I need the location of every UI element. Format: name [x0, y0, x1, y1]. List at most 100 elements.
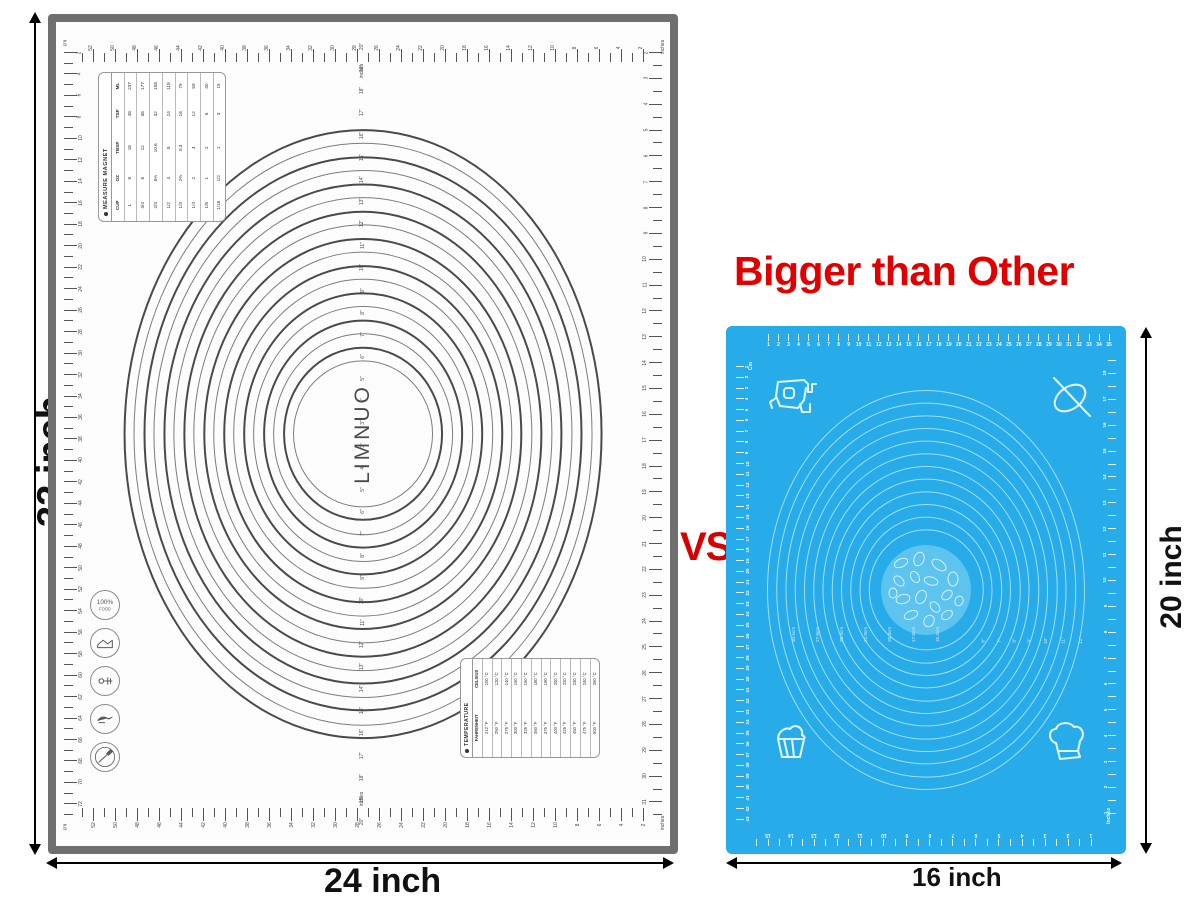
ruler-tick — [1108, 385, 1116, 387]
ruler-tick: 8 — [644, 206, 662, 209]
ruler-tick — [148, 808, 149, 817]
ruler-tick: 14 — [642, 360, 662, 365]
ruler-tick — [653, 400, 662, 402]
ruler-tick: 3 — [1044, 832, 1047, 846]
rolling-pin-icon — [1046, 372, 1098, 429]
ruler-tick-label: 6 — [743, 419, 749, 422]
ruler-tick: 8 — [64, 116, 82, 118]
ruler-tick-label: 8 — [76, 115, 83, 119]
ruler-tick: 15 — [736, 515, 750, 520]
ruler-tick-label: 40 — [77, 457, 84, 464]
table-cell: 1 — [213, 128, 225, 167]
care-instruction-icons: 100% FOOD — [90, 590, 120, 772]
ruler-tick: 40 — [220, 45, 226, 62]
gray-circle-guide — [133, 142, 593, 726]
ruler-tick — [64, 556, 73, 558]
ruler-tick-label: 25 — [745, 622, 751, 628]
blue-circle-guide — [767, 390, 1085, 790]
ruler-tick-label: 30 — [332, 822, 339, 828]
ruler-tick — [522, 53, 523, 62]
ruler-tick-label: 66 — [77, 736, 84, 743]
headline-text: Bigger than Other — [734, 248, 1075, 294]
table-cell: 450 °F — [570, 698, 581, 757]
table-cell: 2 — [187, 166, 201, 190]
ruler-tick-label: 54 — [77, 607, 84, 614]
ruler-tick-label: 11 — [857, 832, 864, 838]
no-sharp-knife-icon — [90, 742, 120, 772]
ruler-tick-label: 2 — [743, 376, 749, 379]
ruler-tick: 70 — [64, 780, 84, 785]
gray-circle-size-labels: 20" 19" 18" 17" 16" 15" 14" 13" 12" 11" 10" 9" 8" 7" 6… — [355, 43, 371, 825]
ruler-tick — [1108, 644, 1116, 646]
width-arrow-blue-head-right — [1111, 857, 1122, 869]
ruler-tick: 1 — [1103, 812, 1116, 815]
ruler-tick-label: 16 — [642, 411, 649, 418]
ruler-tick: 14 — [509, 808, 515, 828]
gray-circle-size-label: 9" — [359, 575, 366, 581]
ruler-tick: 42 — [736, 806, 750, 811]
ruler-tick: 14 — [896, 334, 901, 348]
table-cell: 120 °C — [492, 659, 502, 699]
table-row: 350 °F 180 °C — [531, 659, 542, 757]
ruler-tick-label: 7 — [827, 342, 830, 348]
ruler-tick-label: 25 — [642, 644, 649, 650]
ruler-tick-label: 32 — [307, 45, 314, 51]
ruler-tick: 20 — [736, 569, 750, 574]
ruler-tick: 13 — [811, 832, 817, 846]
ruler-tick: 10 — [856, 334, 861, 348]
table-cell: 10.6 — [149, 128, 163, 167]
ruler-tick-label: 26 — [642, 669, 649, 676]
ruler-tick: 7 — [736, 430, 749, 432]
ruler-tick-label: 48 — [134, 822, 141, 828]
ruler-tick-label: 33 — [1086, 342, 1092, 348]
ruler-tick-label: 28 — [354, 822, 361, 828]
gray-circle-size-label: 3" — [359, 442, 366, 448]
ruler-tick: 29 — [642, 748, 662, 753]
ruler-tick-label: 46 — [156, 822, 163, 828]
ruler-tick-label: 42 — [745, 805, 751, 812]
non-stick-icon — [90, 666, 120, 696]
ruler-tick-label: 38 — [745, 762, 751, 768]
gray-circle-size-label: 7" — [359, 531, 366, 536]
table-cell: 12 — [136, 128, 150, 167]
ruler-tick — [802, 839, 804, 846]
gray-circle-size-label: 4" — [359, 398, 366, 404]
ruler-tick — [544, 53, 545, 62]
ruler-tick: 11 — [642, 282, 662, 288]
table-row: 1/4 2 4 12 59 — [187, 73, 201, 221]
width-arrow-gray-head-left — [46, 857, 57, 869]
ruler-tick — [653, 426, 662, 428]
ruler-tick: 4 — [1021, 832, 1023, 846]
ruler-tick: 25 — [736, 623, 750, 628]
ruler-tick: 16 — [916, 334, 922, 348]
ruler-tick: 18 — [462, 45, 468, 62]
table-cell: 16 — [175, 99, 188, 129]
table-cell: 237 — [124, 73, 137, 100]
ruler-tick — [64, 298, 73, 300]
ruler-tick — [653, 271, 662, 273]
ruler-tick: 36 — [64, 415, 84, 420]
ruler-tick-label: 14 — [505, 45, 512, 51]
ruler-tick: 3 — [644, 77, 662, 80]
ruler-tick: 7 — [1103, 657, 1116, 659]
ruler-tick — [653, 64, 662, 66]
ruler-tick — [588, 53, 589, 62]
svg-text:100%: 100% — [97, 599, 114, 606]
ruler-tick — [64, 84, 73, 86]
ruler-tick: 50 — [64, 565, 84, 571]
ruler-tick-label: 4 — [797, 342, 800, 348]
blue-baking-mat: 15.2cm 17.8cm 20.3cm 22.9cm 25.4cm 27.9cm 30.5… — [726, 326, 1126, 854]
ruler-tick-label: 31 — [745, 687, 751, 693]
blue-circle-size-label-cm: 25.4cm — [839, 627, 845, 643]
gray-unit-center-bottom: inches — [359, 791, 366, 807]
ruler-tick-label: 3 — [1103, 760, 1109, 763]
height-arrow-blue-head-bottom — [1140, 843, 1152, 854]
ruler-tick — [610, 53, 611, 62]
measure-card-title-row: MEASURE MAGNET — [99, 73, 111, 221]
ruler-tick: 26 — [64, 307, 84, 313]
ruler-tick: 7 — [644, 180, 662, 183]
ruler-tick-label: 34 — [288, 822, 295, 828]
ruler-tick-label: 12 — [642, 308, 649, 314]
ruler-tick — [653, 116, 662, 118]
ruler-tick-label: 7 — [743, 429, 749, 433]
